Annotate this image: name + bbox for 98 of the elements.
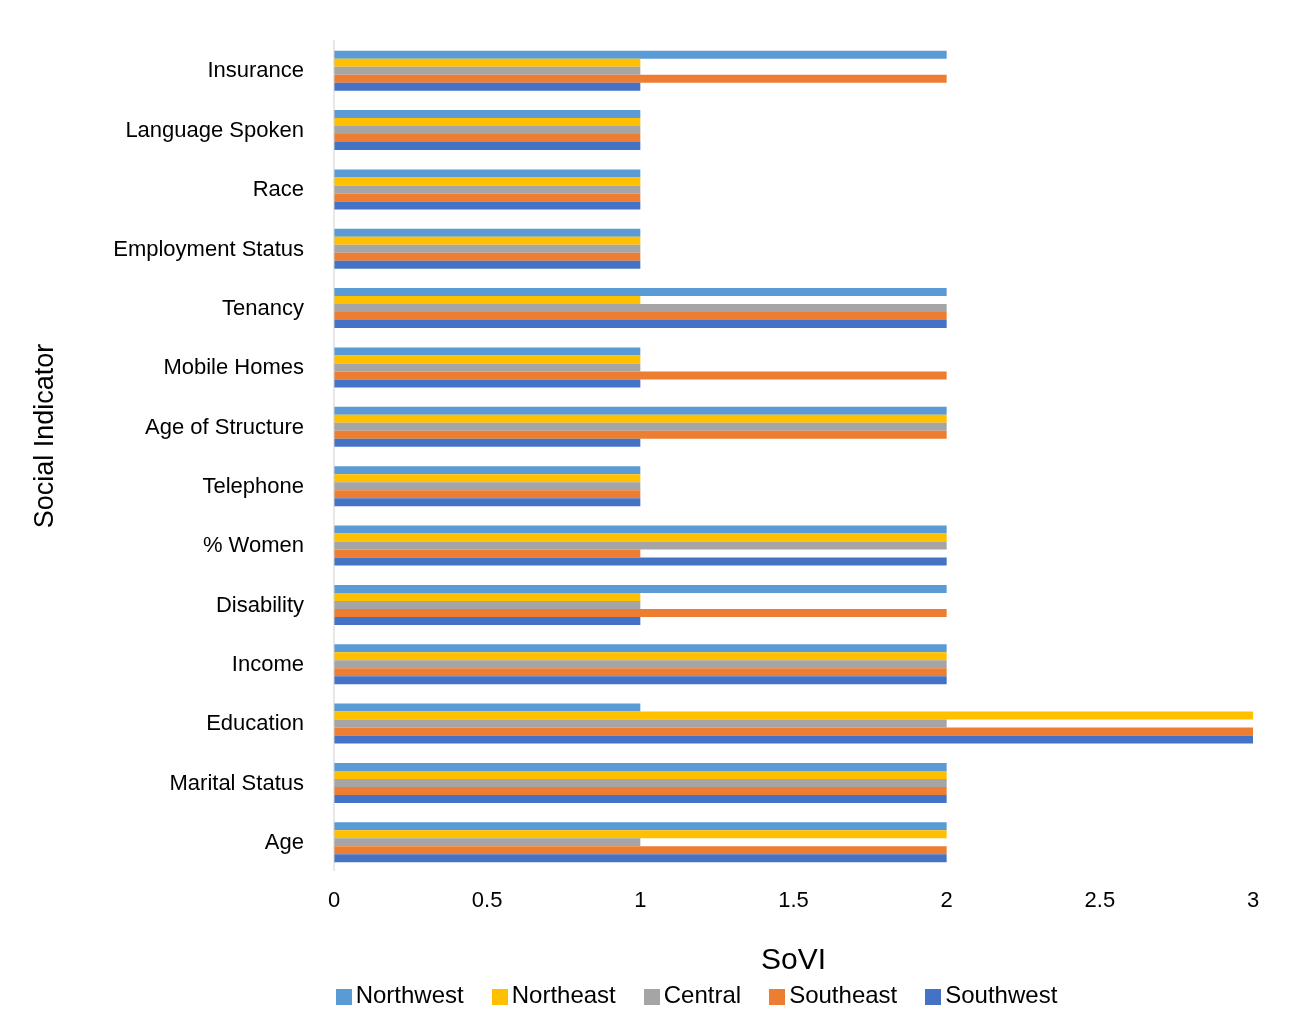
legend-label: Northeast: [511, 981, 616, 1008]
y-tick-label: Income: [231, 651, 304, 677]
bar: [334, 600, 641, 609]
bar: [334, 320, 947, 329]
x-tick-label: 2.5: [1084, 886, 1116, 912]
bar: [334, 474, 641, 483]
x-tick-label: 1.5: [778, 886, 809, 912]
y-tick-label: Marital Status: [169, 769, 304, 795]
bar: [334, 118, 641, 127]
bar: [334, 498, 641, 507]
x-tick-label: 0: [327, 886, 341, 912]
bar: [334, 134, 641, 143]
bar: [334, 169, 641, 178]
bar: [334, 608, 947, 617]
x-tick-label: 0.5: [471, 886, 503, 912]
bar: [334, 406, 947, 415]
bar: [334, 557, 947, 566]
bar: [334, 846, 947, 855]
y-tick-label: Mobile Homes: [163, 354, 304, 380]
bar: [334, 82, 641, 91]
bar: [334, 762, 947, 771]
bar: [334, 312, 947, 321]
bar: [334, 770, 947, 779]
bar: [334, 676, 947, 685]
x-tick-label: 2: [940, 886, 953, 912]
legend-label: Central: [663, 981, 742, 1008]
x-tick-label: 1: [634, 886, 647, 912]
bar: [334, 592, 641, 601]
bar: [334, 703, 641, 712]
bar: [334, 549, 641, 558]
bar: [334, 584, 947, 593]
bar: [334, 735, 1253, 744]
bar: [334, 786, 947, 795]
bar: [334, 288, 947, 297]
y-tick-label: Tenancy: [222, 294, 304, 320]
bar: [334, 644, 947, 653]
bar: [334, 616, 641, 625]
y-tick-label: Employment Status: [113, 235, 304, 261]
bar: [334, 854, 947, 863]
bar: [334, 430, 947, 439]
y-tick-label: Language Spoken: [125, 116, 304, 142]
x-tick-label: 3: [1246, 886, 1260, 912]
bar: [334, 719, 947, 728]
bar: [334, 371, 947, 380]
bar: [334, 244, 641, 253]
bar: [334, 541, 947, 550]
bar: [334, 652, 947, 661]
bar: [334, 58, 641, 67]
bar: [334, 110, 641, 119]
bar: [334, 727, 1253, 736]
bar: [334, 185, 641, 194]
bar: [334, 414, 947, 423]
bar: [334, 347, 641, 356]
bar: [334, 74, 947, 83]
bar: [334, 822, 947, 831]
bar: [334, 201, 641, 210]
bar: [334, 490, 641, 499]
bar: [334, 482, 641, 491]
bar: [334, 228, 641, 237]
y-tick-label: Race: [252, 176, 304, 202]
legend-label: Southeast: [789, 981, 898, 1008]
bar: [334, 355, 641, 364]
bar: [334, 50, 947, 59]
y-tick-label: Age of Structure: [145, 413, 304, 439]
bar: [334, 778, 947, 787]
bar: [334, 296, 641, 305]
y-tick-label: % Women: [202, 532, 304, 558]
bar: [334, 66, 641, 75]
bar: [334, 363, 641, 372]
bar: [334, 304, 947, 313]
bar: [334, 660, 947, 669]
y-tick-label: Insurance: [207, 57, 304, 83]
bar: [334, 236, 641, 245]
y-axis-title: Social Indicator: [28, 343, 60, 529]
y-tick-label: Disability: [215, 591, 304, 617]
legend-label: Southwest: [945, 981, 1058, 1008]
bar: [334, 252, 641, 261]
y-tick-label: Education: [206, 710, 304, 736]
bar: [334, 794, 947, 803]
bar: [334, 260, 641, 269]
x-axis-title: SoVI: [760, 942, 827, 975]
bar: [334, 525, 947, 534]
bar: [334, 193, 641, 202]
bar: [334, 668, 947, 677]
bar: [334, 711, 1253, 720]
bar: [334, 466, 641, 475]
y-tick-label: Age: [264, 829, 304, 855]
legend-label: Northwest: [355, 981, 464, 1008]
bar: [334, 126, 641, 135]
bar: [334, 379, 641, 388]
bar: [334, 422, 947, 431]
y-tick-label: Telephone: [202, 472, 304, 498]
bar: [334, 177, 641, 186]
bar: [334, 830, 947, 839]
bar: [334, 838, 641, 847]
bar: [334, 142, 641, 151]
bar: [334, 438, 641, 447]
bar: [334, 533, 947, 542]
